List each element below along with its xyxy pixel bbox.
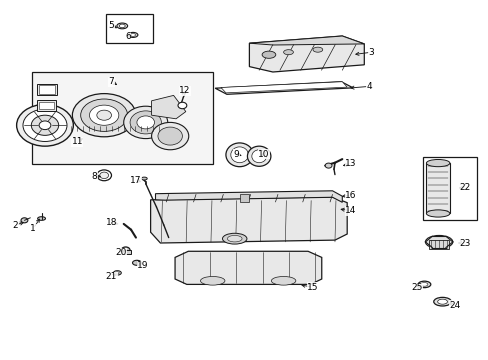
Text: 17: 17 — [130, 176, 142, 185]
Bar — [37, 84, 57, 95]
Bar — [422, 157, 476, 220]
Text: 8: 8 — [91, 172, 97, 181]
Text: 18: 18 — [105, 217, 117, 227]
Bar — [39, 85, 55, 94]
Text: 16: 16 — [345, 191, 356, 199]
Ellipse shape — [132, 260, 141, 265]
Ellipse shape — [225, 143, 253, 167]
Ellipse shape — [72, 94, 136, 137]
Bar — [106, 14, 152, 43]
Ellipse shape — [271, 276, 295, 285]
Ellipse shape — [227, 235, 242, 242]
Ellipse shape — [121, 247, 130, 253]
Ellipse shape — [420, 283, 427, 286]
Ellipse shape — [115, 272, 119, 274]
Text: 10: 10 — [258, 150, 269, 159]
Polygon shape — [249, 36, 364, 72]
Text: 2: 2 — [13, 220, 19, 230]
Text: 12: 12 — [179, 86, 190, 95]
Ellipse shape — [17, 104, 73, 146]
Ellipse shape — [117, 23, 127, 29]
Ellipse shape — [31, 115, 59, 135]
Ellipse shape — [178, 102, 186, 109]
Bar — [428, 240, 448, 249]
Text: 13: 13 — [345, 159, 356, 168]
Ellipse shape — [128, 32, 138, 37]
Bar — [39, 102, 54, 109]
Text: 20: 20 — [115, 248, 127, 257]
Ellipse shape — [119, 24, 125, 28]
Bar — [32, 72, 212, 164]
Ellipse shape — [262, 51, 275, 58]
Ellipse shape — [130, 33, 135, 36]
Text: 19: 19 — [137, 261, 148, 270]
Ellipse shape — [39, 121, 51, 130]
Text: 21: 21 — [105, 272, 117, 281]
Ellipse shape — [21, 218, 28, 223]
Ellipse shape — [230, 147, 248, 163]
Ellipse shape — [200, 276, 224, 285]
Ellipse shape — [437, 299, 447, 304]
Ellipse shape — [123, 106, 167, 139]
Ellipse shape — [97, 110, 111, 120]
Text: 23: 23 — [458, 239, 469, 248]
Ellipse shape — [81, 99, 127, 131]
Ellipse shape — [417, 281, 430, 288]
Ellipse shape — [130, 111, 161, 134]
Ellipse shape — [433, 297, 450, 306]
Polygon shape — [215, 82, 352, 94]
Bar — [239, 194, 249, 202]
Ellipse shape — [137, 116, 154, 129]
Ellipse shape — [23, 109, 67, 141]
Bar — [122, 250, 130, 254]
Text: 14: 14 — [345, 206, 356, 215]
Text: 7: 7 — [108, 77, 114, 86]
Ellipse shape — [158, 127, 182, 145]
Ellipse shape — [141, 177, 147, 180]
Text: 22: 22 — [458, 184, 469, 193]
Ellipse shape — [312, 47, 322, 52]
Text: 3: 3 — [368, 48, 374, 57]
Text: 11: 11 — [71, 138, 83, 147]
Text: 24: 24 — [448, 301, 460, 310]
Ellipse shape — [38, 217, 45, 220]
Text: 15: 15 — [306, 283, 318, 292]
Ellipse shape — [100, 172, 108, 179]
Text: 1: 1 — [30, 224, 36, 233]
Ellipse shape — [426, 210, 449, 217]
Ellipse shape — [325, 163, 331, 168]
Polygon shape — [151, 95, 185, 119]
Text: 5: 5 — [108, 21, 114, 30]
Ellipse shape — [89, 105, 119, 125]
Ellipse shape — [425, 235, 452, 248]
Polygon shape — [150, 197, 346, 243]
Text: 9: 9 — [233, 150, 239, 159]
Polygon shape — [221, 82, 346, 93]
Text: 6: 6 — [125, 32, 131, 41]
Ellipse shape — [426, 159, 449, 167]
Text: 25: 25 — [410, 284, 422, 292]
Text: 4: 4 — [366, 82, 371, 91]
Ellipse shape — [113, 271, 121, 275]
Ellipse shape — [247, 146, 270, 166]
Polygon shape — [155, 191, 342, 202]
Ellipse shape — [222, 233, 246, 244]
Polygon shape — [249, 36, 364, 45]
Bar — [426, 163, 449, 213]
Polygon shape — [175, 251, 321, 284]
Ellipse shape — [283, 50, 293, 55]
Ellipse shape — [97, 170, 111, 181]
Ellipse shape — [251, 150, 266, 163]
Ellipse shape — [151, 122, 188, 150]
Bar — [37, 100, 56, 111]
